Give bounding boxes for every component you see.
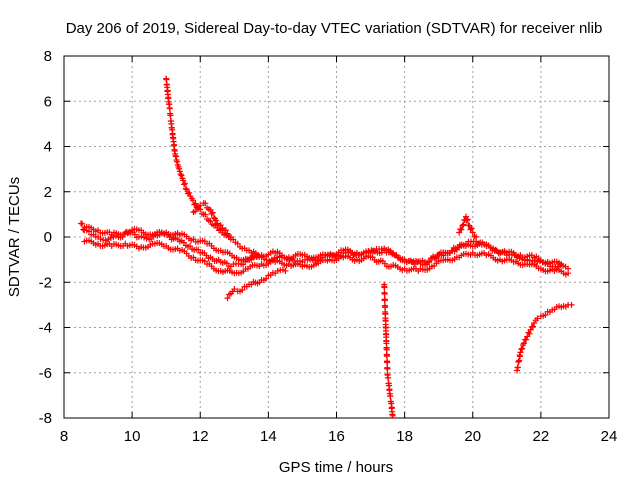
data-point-morning-decay-arc (178, 172, 185, 179)
data-point-isolated-outliers (381, 284, 388, 291)
x-tick-label: 20 (464, 428, 481, 445)
x-tick-label: 18 (396, 428, 413, 445)
data-point-12h-bump (208, 210, 215, 217)
data-point-isolated-outliers (389, 412, 396, 419)
data-point-main-band (79, 220, 86, 227)
x-tick-label: 14 (260, 428, 277, 445)
data-point-isolated-outliers (381, 297, 388, 304)
data-point-upper-band (558, 261, 565, 268)
data-point-morning-decay-arc (171, 141, 178, 148)
data-point-20h-bump (464, 216, 471, 223)
data-point-20h-bump (468, 225, 475, 232)
y-tick-label: 6 (44, 93, 52, 110)
data-point-20h-bump (459, 222, 466, 229)
data-point-evening-recovery (529, 323, 536, 330)
data-point-evening-recovery (520, 340, 527, 347)
data-point-morning-decay-arc (202, 211, 209, 218)
data-point-isolated-outliers (383, 353, 390, 360)
y-tick-label: -6 (39, 365, 52, 382)
data-point-morning-decay-arc (234, 240, 241, 247)
data-point-isolated-outliers (387, 392, 394, 399)
y-tick-labels: -8 -6 -4 -2 0 2 4 6 8 (39, 48, 52, 427)
grid-lines (64, 56, 609, 418)
data-point-evening-recovery (526, 330, 533, 337)
data-point-lower-band (565, 270, 572, 277)
data-point-morning-decay-arc (176, 165, 183, 172)
data-point-12h-bump (197, 202, 204, 209)
y-tick-label: 0 (44, 229, 52, 246)
data-point-evening-recovery (542, 311, 549, 318)
data-point-12h-bump (213, 217, 220, 224)
data-point-13h-drop (239, 287, 246, 294)
data-point-morning-decay-arc (182, 185, 189, 192)
axis-ticks (63, 55, 610, 419)
data-point-20h-bump (469, 229, 476, 236)
data-point-morning-decay-arc (192, 200, 199, 207)
data-point-20h-bump (460, 221, 467, 228)
data-point-evening-recovery (516, 357, 523, 364)
data-point-13h-drop (263, 275, 270, 282)
data-point-upper-band (433, 255, 440, 262)
data-point-isolated-outliers (385, 374, 392, 381)
data-point-morning-decay-arc (167, 112, 174, 119)
data-point-12h-bump (192, 208, 199, 215)
y-tick-label: 4 (44, 139, 52, 156)
y-tick-label: -2 (39, 274, 52, 291)
y-tick-label: -8 (39, 410, 52, 427)
x-tick-label: 22 (533, 428, 550, 445)
chart-title: Day 206 of 2019, Sidereal Day-to-day VTE… (66, 20, 603, 37)
x-axis-label: GPS time / hours (279, 459, 393, 476)
data-point-evening-recovery (527, 326, 534, 333)
data-point-morning-decay-arc (255, 252, 262, 259)
data-point-12h-bump (217, 222, 224, 229)
data-point-isolated-outliers (384, 359, 391, 366)
data-point-12h-bump (202, 200, 209, 207)
data-point-13h-drop (282, 267, 289, 274)
data-point-evening-recovery (523, 336, 530, 343)
x-tick-labels: 8 10 12 14 16 18 20 22 24 (60, 428, 618, 445)
y-axis-label: SDTVAR / TECUs (6, 177, 23, 297)
data-point-isolated-outliers (384, 365, 391, 372)
x-tick-label: 8 (60, 428, 68, 445)
data-point-morning-decay-arc (177, 171, 184, 178)
data-point-12h-bump (222, 227, 229, 234)
x-tick-label: 16 (328, 428, 345, 445)
data-points (78, 75, 575, 419)
data-point-morning-decay-arc (181, 181, 188, 188)
data-point-12h-bump (227, 234, 234, 240)
data-point-main-band (187, 243, 194, 250)
data-point-12h-bump (209, 209, 216, 216)
data-point-13h-drop (224, 295, 231, 302)
data-point-12h-bump (224, 230, 231, 237)
data-point-morning-decay-arc (190, 197, 197, 204)
data-point-morning-decay-arc (181, 180, 188, 187)
data-point-evening-recovery (519, 345, 526, 352)
data-point-evening-recovery (514, 364, 521, 371)
data-point-20h-bump (473, 234, 480, 240)
data-point-evening-recovery (517, 349, 524, 356)
data-point-evening-recovery (534, 315, 541, 322)
x-tick-label: 12 (192, 428, 209, 445)
data-point-13h-drop (231, 286, 238, 293)
y-tick-label: -4 (39, 320, 52, 337)
y-tick-label: 8 (44, 48, 52, 65)
y-tick-label: 2 (44, 184, 52, 201)
data-point-isolated-outliers (381, 290, 388, 297)
data-point-morning-decay-arc (183, 186, 190, 193)
data-point-20h-bump (463, 217, 470, 224)
data-point-morning-decay-arc (166, 105, 173, 112)
data-point-upper-band (425, 259, 432, 266)
data-point-morning-decay-arc (207, 218, 214, 225)
x-tick-label: 10 (124, 428, 141, 445)
data-point-evening-recovery (568, 301, 575, 308)
data-point-morning-decay-arc (174, 158, 181, 165)
data-point-main-band (195, 246, 202, 253)
data-point-morning-decay-arc (176, 168, 183, 175)
data-point-morning-decay-arc (186, 189, 193, 196)
data-point-20h-bump (458, 226, 465, 233)
x-tick-label: 24 (601, 428, 618, 445)
